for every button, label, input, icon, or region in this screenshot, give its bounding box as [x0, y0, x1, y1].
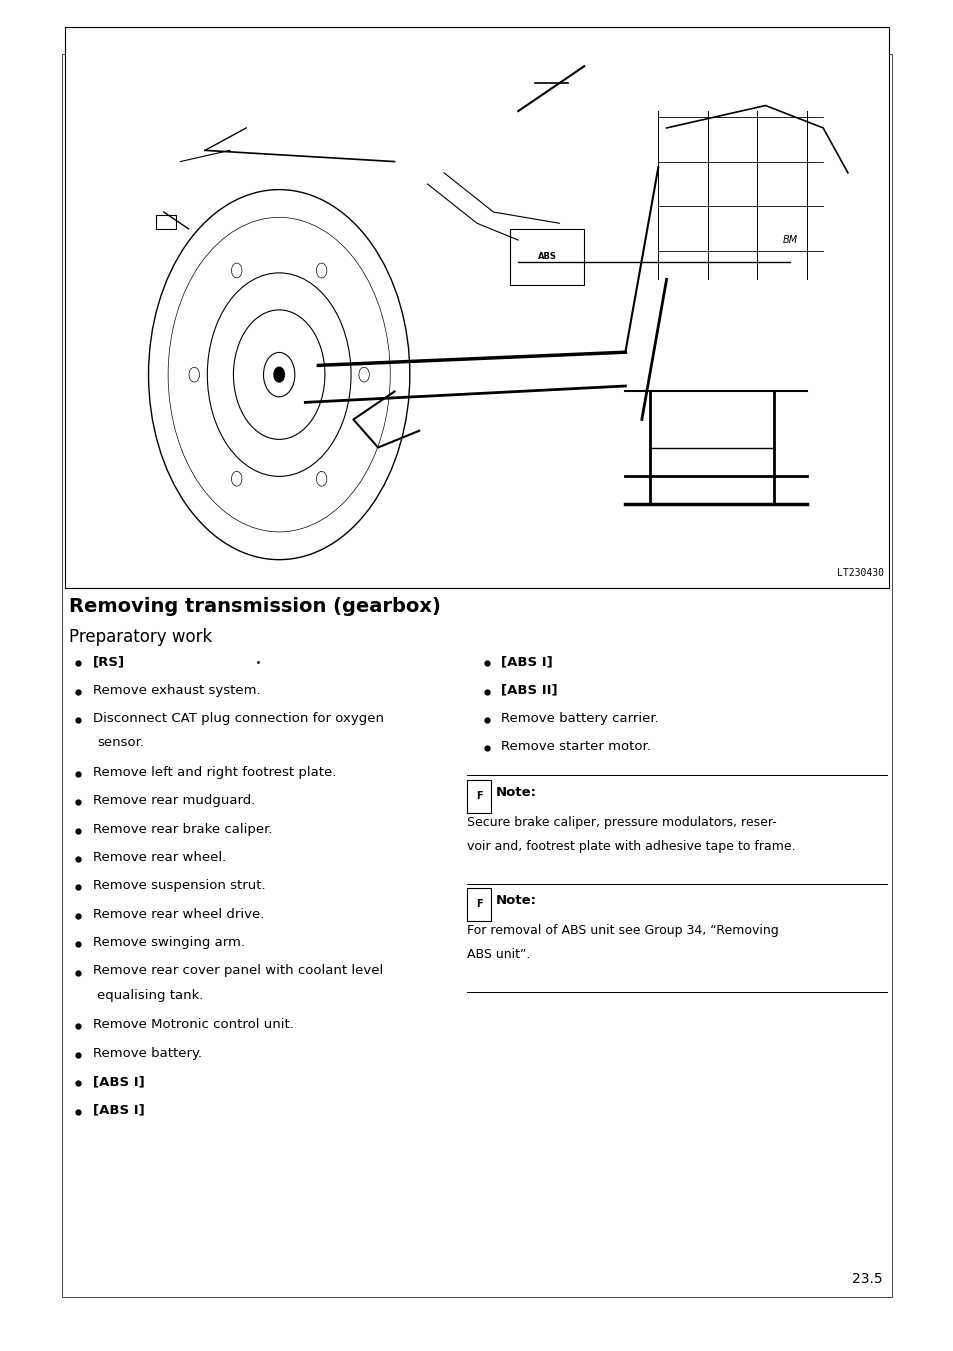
Text: Remove left and right footrest plate.: Remove left and right footrest plate. [92, 766, 335, 780]
Text: equalising tank.: equalising tank. [97, 989, 204, 1001]
Text: ABS: ABS [537, 253, 556, 261]
FancyBboxPatch shape [510, 228, 583, 285]
Text: Note:: Note: [496, 894, 537, 908]
Text: LT230430: LT230430 [837, 569, 883, 578]
FancyBboxPatch shape [65, 27, 888, 588]
Text: [ABS I]: [ABS I] [92, 1075, 144, 1088]
Text: [ABS I]: [ABS I] [500, 655, 552, 669]
Text: F: F [476, 900, 482, 909]
Text: 23.5: 23.5 [851, 1273, 882, 1286]
Text: [ABS II]: [ABS II] [500, 684, 557, 697]
FancyBboxPatch shape [155, 215, 176, 228]
FancyBboxPatch shape [467, 780, 491, 813]
Text: Remove exhaust system.: Remove exhaust system. [92, 684, 260, 697]
Text: Remove rear mudguard.: Remove rear mudguard. [92, 794, 254, 808]
Text: [RS]: [RS] [92, 655, 125, 669]
Circle shape [274, 367, 284, 382]
Text: [ABS I]: [ABS I] [92, 1104, 144, 1116]
Text: sensor.: sensor. [97, 736, 144, 748]
Text: Preparatory work: Preparatory work [69, 628, 212, 646]
Text: BM: BM [781, 235, 797, 245]
Text: Remove swinging arm.: Remove swinging arm. [92, 936, 244, 950]
Text: ABS unit”.: ABS unit”. [467, 948, 530, 962]
Text: Secure brake caliper, pressure modulators, reser-: Secure brake caliper, pressure modulator… [467, 816, 777, 830]
Text: Remove battery carrier.: Remove battery carrier. [500, 712, 658, 725]
Text: F: F [476, 792, 482, 801]
Text: Remove battery.: Remove battery. [92, 1047, 201, 1059]
FancyBboxPatch shape [62, 54, 891, 1297]
Text: voir and, footrest plate with adhesive tape to frame.: voir and, footrest plate with adhesive t… [467, 840, 795, 854]
Text: Remove suspension strut.: Remove suspension strut. [92, 880, 265, 893]
Text: For removal of ABS unit see Group 34, “Removing: For removal of ABS unit see Group 34, “R… [467, 924, 779, 938]
Text: Remove rear wheel.: Remove rear wheel. [92, 851, 226, 865]
Text: Remove rear cover panel with coolant level: Remove rear cover panel with coolant lev… [92, 965, 382, 978]
Text: Remove starter motor.: Remove starter motor. [500, 740, 650, 754]
Text: Remove rear wheel drive.: Remove rear wheel drive. [92, 908, 264, 921]
Text: Disconnect CAT plug connection for oxygen: Disconnect CAT plug connection for oxyge… [92, 712, 383, 725]
FancyBboxPatch shape [467, 888, 491, 921]
Text: Remove Motronic control unit.: Remove Motronic control unit. [92, 1019, 294, 1031]
Text: Removing transmission (gearbox): Removing transmission (gearbox) [69, 597, 440, 616]
Text: Note:: Note: [496, 786, 537, 800]
Text: Remove rear brake caliper.: Remove rear brake caliper. [92, 823, 272, 836]
